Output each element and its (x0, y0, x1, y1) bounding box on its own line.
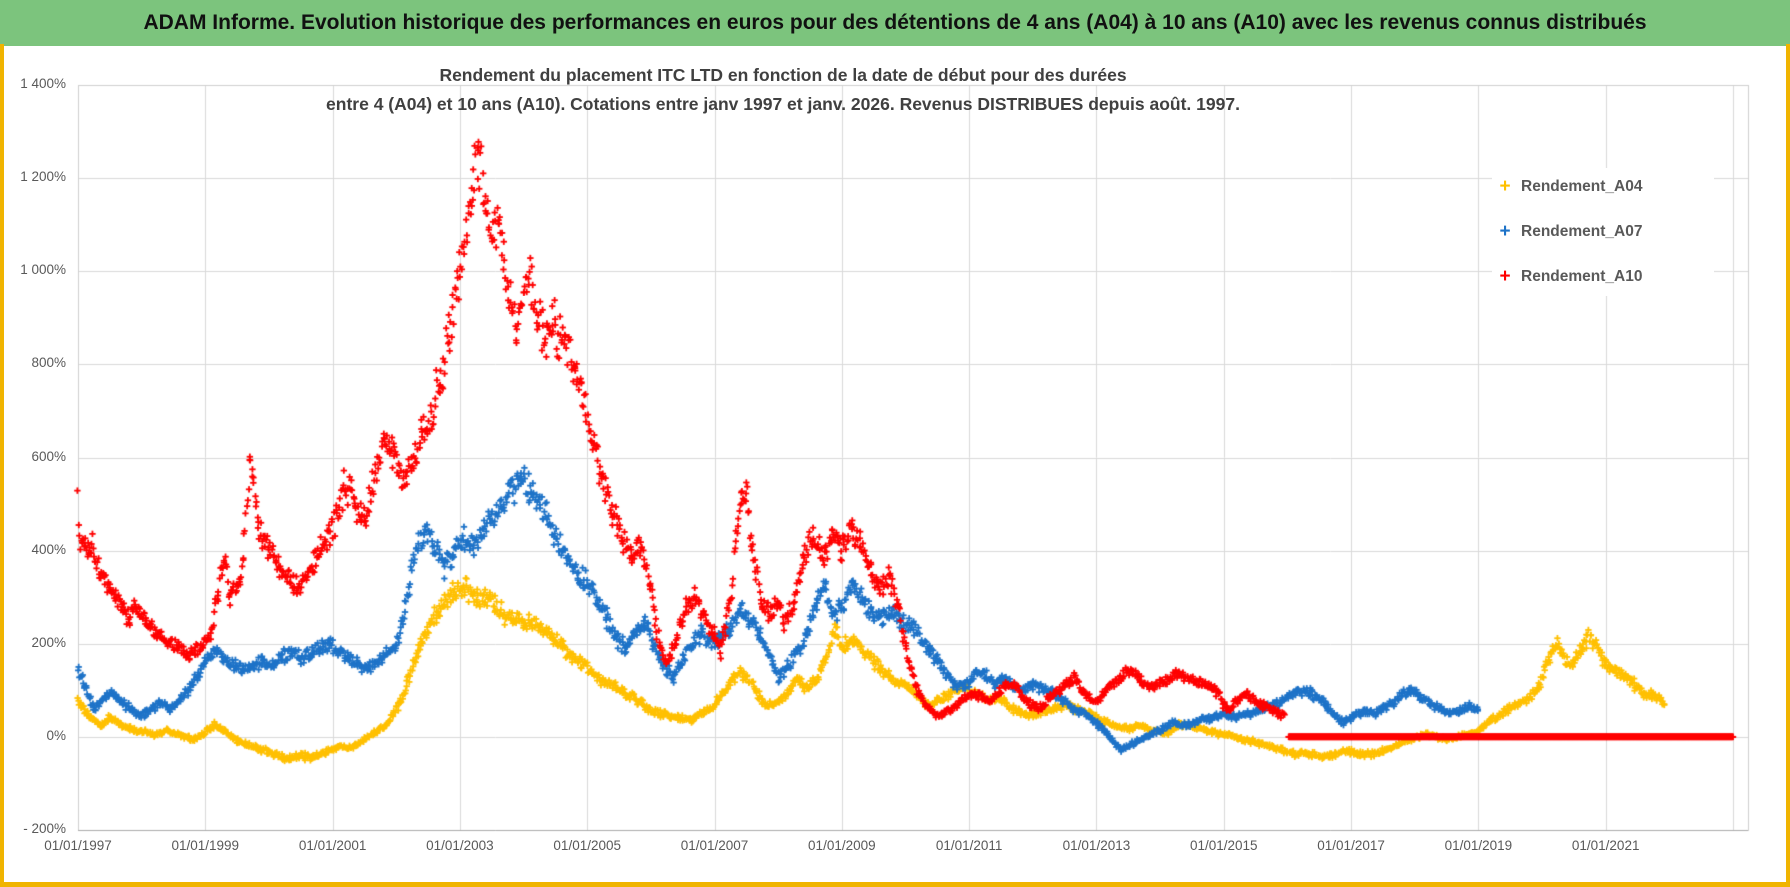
y-tick-label: 600% (31, 448, 66, 464)
y-tick-label: 800% (31, 355, 66, 371)
legend: + Rendement_A04 + Rendement_A07 + Rendem… (1492, 168, 1714, 296)
x-tick-label: 01/01/2001 (298, 838, 367, 853)
y-tick-label: 400% (31, 541, 66, 557)
x-tick-label: 01/01/2017 (1317, 838, 1385, 853)
legend-entry-a07[interactable]: + Rendement_A07 (1498, 221, 1708, 242)
x-tick-label: 01/01/2009 (808, 838, 876, 853)
x-tick-label: 01/01/2013 (1062, 838, 1131, 853)
x-tick-label: 01/01/2019 (1444, 838, 1513, 853)
legend-label: Rendement_A07 (1521, 223, 1643, 240)
x-tick-label: 01/01/2005 (553, 838, 621, 853)
x-tick-label: 01/01/2003 (426, 838, 494, 853)
x-tick-label: 01/01/2011 (935, 838, 1003, 853)
legend-label: Rendement_A10 (1521, 268, 1643, 285)
x-tick-label: 01/01/2007 (680, 838, 749, 853)
plus-marker-icon: + (1499, 266, 1511, 287)
y-tick-label: 200% (31, 634, 66, 650)
x-tick-label: 01/01/2015 (1189, 838, 1258, 853)
legend-entry-a04[interactable]: + Rendement_A04 (1498, 176, 1708, 197)
legend-label: Rendement_A04 (1521, 178, 1643, 195)
plus-marker-icon: + (1499, 176, 1511, 197)
legend-entry-a10[interactable]: + Rendement_A10 (1498, 266, 1708, 287)
x-tick-label: 01/01/2021 (1571, 838, 1640, 853)
x-tick-label: 01/01/1997 (44, 838, 112, 853)
y-tick-label: 1 000% (20, 262, 66, 278)
y-tick-label: 0% (46, 727, 66, 743)
x-tick-label: 01/01/1999 (171, 838, 240, 853)
y-tick-label: 1 200% (20, 169, 66, 185)
plus-marker-icon: + (1499, 221, 1511, 242)
y-tick-label: 1 400% (20, 76, 66, 91)
y-tick-label: - 200% (23, 821, 66, 836)
